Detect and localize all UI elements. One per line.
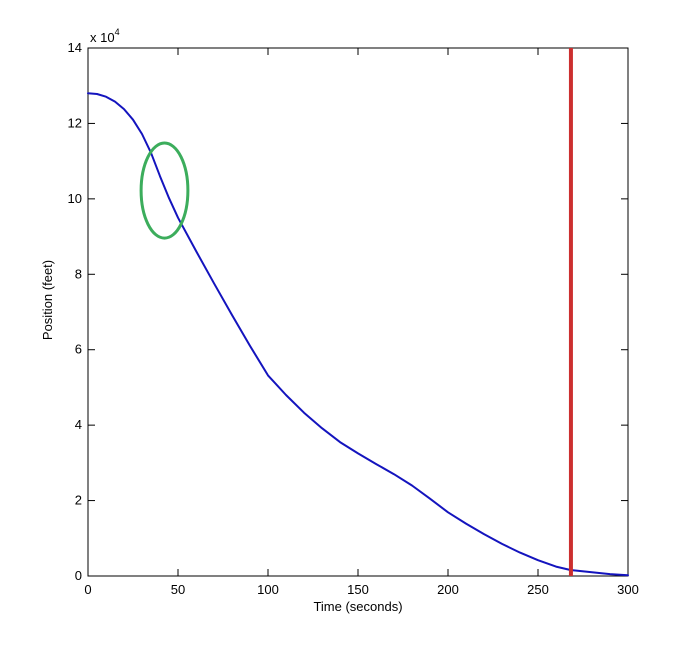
y-tick-label: 14 [68,40,82,55]
x-tick-label: 300 [617,582,639,597]
x-tick-label: 0 [84,582,91,597]
plot-box [87,47,629,577]
y-tick-label: 6 [75,342,82,357]
y-tick-label: 12 [68,115,82,130]
x-tick-label: 100 [257,582,279,597]
x-tick-label: 50 [171,582,185,597]
y-tick-label: 2 [75,493,82,508]
data-series [87,92,629,577]
axis-ticks [87,47,629,577]
axis-tick-labels: 0 50 100 150 200 250 300 0 2 4 6 8 10 12 14 [68,40,639,597]
annotations [139,48,573,576]
position-curve [87,92,629,577]
x-tick-label: 200 [437,582,459,597]
y-axis-label: Position (feet) [40,260,55,340]
x-tick-label: 250 [527,582,549,597]
y-axis-multiplier-exponent: 4 [115,27,120,37]
highlight-ellipse [139,141,190,240]
y-tick-label: 4 [75,417,82,432]
x-axis-label: Time (seconds) [313,599,402,614]
y-tick-label: 8 [75,266,82,281]
y-axis-multiplier: x 104 [90,27,120,45]
y-tick-label: 10 [68,191,82,206]
y-tick-label: 0 [75,568,82,583]
x-tick-label: 150 [347,582,369,597]
y-axis-multiplier-base: x 10 [90,30,115,45]
